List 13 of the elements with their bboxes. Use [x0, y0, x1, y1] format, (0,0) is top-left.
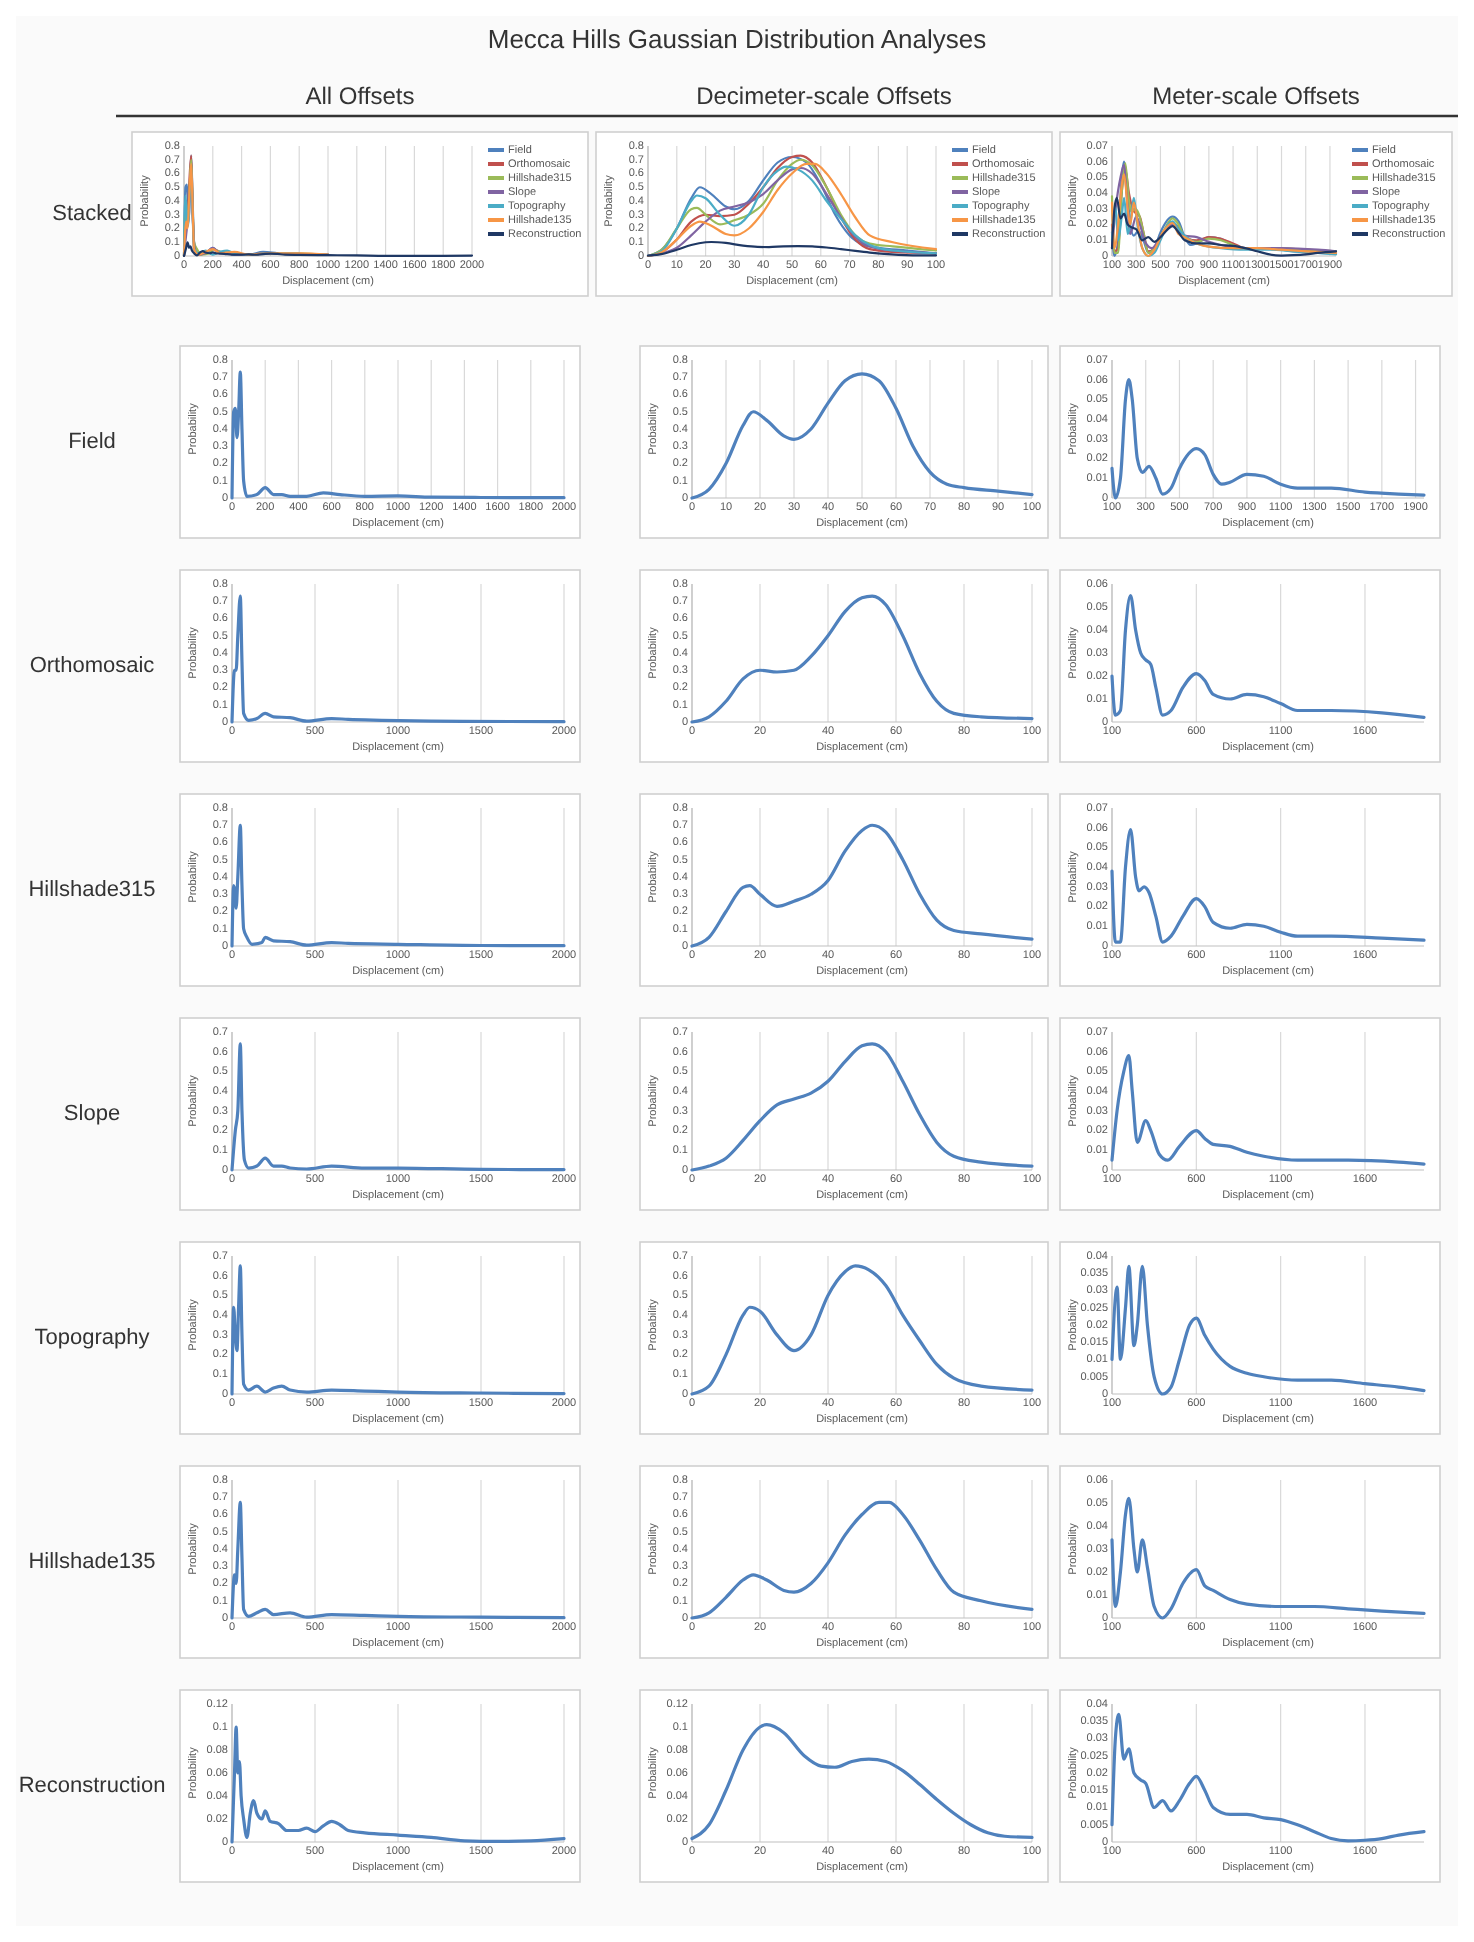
category-label: Hillshade135 — [28, 1549, 156, 1574]
category-label: All Offsets — [305, 82, 415, 110]
category-label: Stacked — [52, 201, 132, 226]
text: Mecca Hills Gaussian Distribution Analyses — [487, 24, 988, 54]
category-label: Decimeter-scale Offsets — [696, 82, 952, 110]
category-label: Reconstruction — [18, 1773, 166, 1798]
category-label: Orthomosaic — [29, 653, 155, 678]
category-label: Meter-scale Offsets — [1152, 82, 1360, 110]
category-label: Topography — [34, 1325, 150, 1350]
category-label: Hillshade315 — [28, 877, 156, 902]
line-series — [1110, 1054, 1426, 1166]
category-label: Field — [68, 429, 116, 454]
category-label: Slope — [63, 1101, 121, 1126]
